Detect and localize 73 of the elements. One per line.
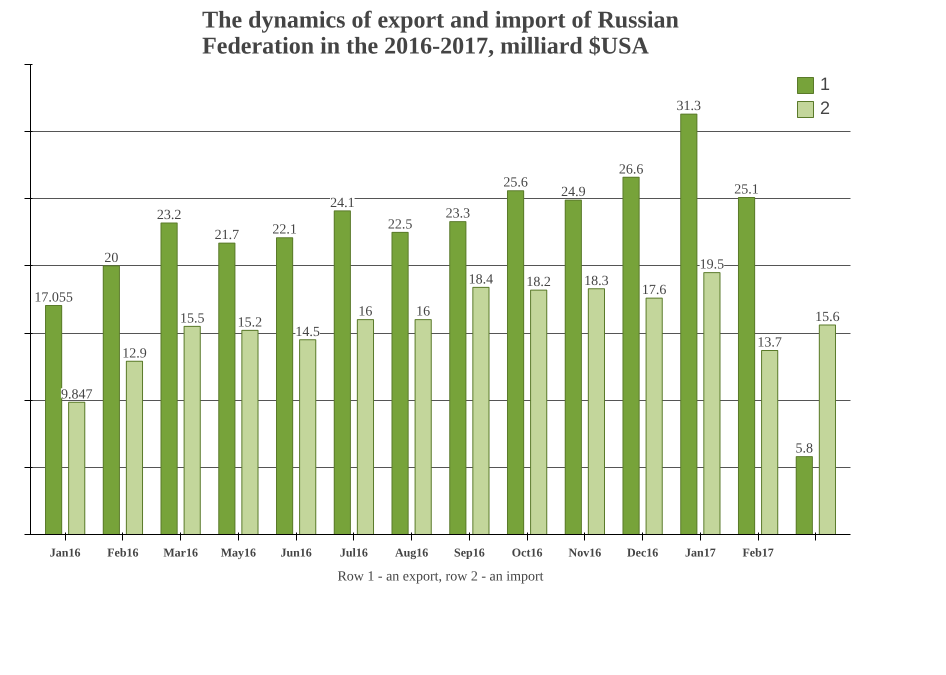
text: Row 1 - an export, row 2 - an import	[337, 570, 544, 584]
legend-label: 2	[820, 98, 832, 119]
data-label: 25.1	[734, 182, 759, 198]
bar	[218, 242, 236, 534]
x-tick-label: Mar16	[163, 546, 198, 560]
x-tick-label: Aug16	[394, 546, 428, 560]
bar	[241, 330, 259, 534]
data-label: 18.4	[468, 272, 494, 288]
bar	[449, 221, 466, 534]
data-label: 15.6	[815, 310, 840, 326]
x-tick-label: Feb17	[742, 546, 774, 560]
x-tick-label: Dec16	[626, 546, 658, 560]
legend-label: 1	[820, 74, 832, 95]
bar	[414, 319, 432, 534]
bar	[680, 114, 698, 534]
bar	[564, 200, 582, 534]
data-label: 18.3	[584, 274, 609, 289]
data-label: 15.5	[180, 311, 204, 326]
bar	[160, 222, 178, 534]
data-label: 17.055	[34, 290, 73, 306]
bar	[818, 324, 836, 534]
data-label: 25.6	[503, 176, 528, 191]
x-tick-label: Feb16	[107, 546, 139, 560]
data-label: 23.3	[446, 206, 470, 222]
data-label: 24.1	[330, 196, 355, 211]
data-label: 31.3	[676, 99, 702, 114]
bar	[276, 237, 294, 534]
x-tick-label: Sep16	[454, 546, 485, 560]
bar	[646, 298, 663, 534]
data-label: 12.9	[122, 346, 147, 362]
bar	[68, 402, 86, 534]
bar	[530, 290, 548, 534]
bar	[588, 288, 605, 534]
data-label: 14.5	[295, 324, 320, 340]
data-label: 21.7	[214, 228, 240, 244]
bar	[391, 232, 409, 534]
bar	[102, 265, 120, 534]
data-label: 19.5	[700, 258, 724, 273]
chart-title: The dynamics of export and import of Russian Federation in the 2016-2017, milliard $USA	[202, 8, 679, 60]
data-label: 23.2	[156, 208, 182, 223]
bar	[506, 190, 524, 534]
bar	[356, 319, 374, 534]
bar	[703, 272, 720, 534]
x-tick-label: Nov16	[568, 546, 602, 560]
data-label: 16	[416, 304, 430, 320]
x-tick-label: Oct16	[512, 546, 542, 560]
bar	[622, 176, 640, 534]
data-label: 5.8	[796, 442, 814, 457]
data-label: 15.2	[238, 315, 262, 330]
data-label: 20	[104, 250, 118, 266]
bar	[738, 196, 756, 534]
bar	[334, 210, 351, 534]
bar	[184, 326, 201, 534]
bar	[45, 304, 62, 534]
data-label: 22.1	[272, 222, 297, 238]
data-label: 13.7	[757, 336, 782, 351]
data-label: 26.6	[618, 162, 644, 178]
data-label: 9.847	[60, 387, 92, 402]
data-label: 16	[358, 304, 372, 320]
x-tick-label: Jul16	[340, 546, 368, 560]
data-label: 24.9	[561, 185, 586, 200]
x-tick-label: Jan16	[50, 546, 80, 560]
x-tick-label: Jun16	[280, 546, 312, 560]
bar	[299, 339, 316, 534]
bar	[761, 350, 778, 534]
data-label: 18.2	[526, 275, 551, 290]
bar	[472, 286, 490, 534]
x-tick-label: Jan17	[685, 546, 716, 560]
data-label: 17.6	[642, 283, 666, 298]
bar	[126, 360, 144, 534]
data-label: 22.5	[388, 217, 412, 232]
bar	[796, 456, 813, 534]
x-tick-label: May16	[220, 546, 256, 560]
